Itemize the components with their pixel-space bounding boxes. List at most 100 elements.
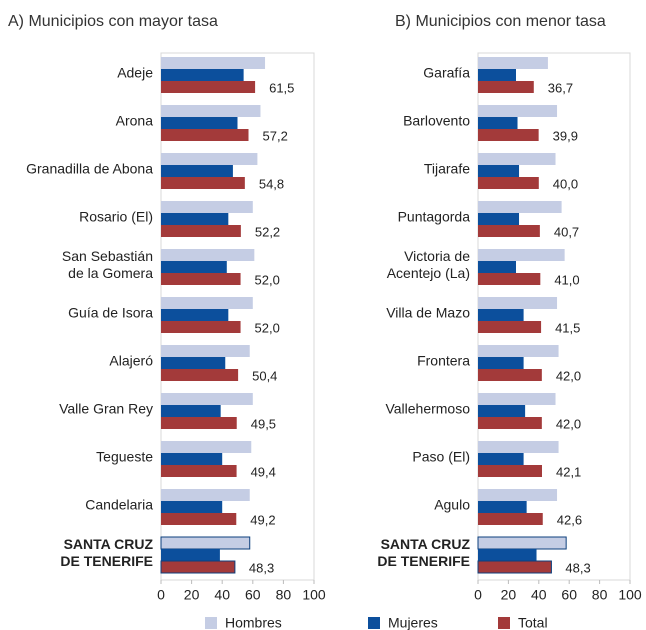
category-label: San Sebastián de la Gomera <box>61 248 153 281</box>
bar <box>478 261 516 273</box>
bar-group <box>161 249 255 261</box>
legend-swatch <box>368 617 380 629</box>
bar-group <box>477 560 552 574</box>
bar-group <box>161 405 221 417</box>
x-tick-label: 40 <box>214 587 230 603</box>
category-label: Adeje <box>117 64 153 81</box>
value-label: 49,5 <box>251 416 276 431</box>
category-label: Garafía <box>423 64 470 81</box>
bar <box>478 465 542 477</box>
bar <box>161 357 226 369</box>
bar-group <box>478 225 540 237</box>
bar <box>161 273 241 285</box>
category-label: Valle Gran Rey <box>59 400 153 417</box>
value-label: 40,0 <box>553 176 578 191</box>
x-tick-label: 20 <box>501 587 517 603</box>
bar <box>161 441 252 453</box>
bar-group <box>478 261 516 273</box>
value-label: 39,9 <box>553 128 578 143</box>
bar-group <box>478 57 548 69</box>
value-label: 49,4 <box>251 464 276 479</box>
value-label: 42,0 <box>556 368 581 383</box>
bar-group <box>161 153 258 165</box>
bar <box>161 213 229 225</box>
category-label: Agulo <box>434 496 470 513</box>
bar <box>161 117 238 129</box>
bar-group <box>161 165 233 177</box>
bar-group <box>161 417 237 429</box>
bar-group <box>478 441 559 453</box>
category-label: Arona <box>115 112 153 129</box>
x-tick-label: 0 <box>157 587 165 603</box>
bar <box>161 153 258 165</box>
bar-group <box>478 549 537 561</box>
bar <box>161 369 239 381</box>
bar <box>478 153 556 165</box>
bar-group <box>478 129 539 141</box>
bar <box>161 417 237 429</box>
bar-group <box>161 213 229 225</box>
bar <box>161 345 250 357</box>
value-label: 48,3 <box>565 560 590 575</box>
category-label: Victoria de Acentejo (La) <box>386 248 470 281</box>
bar-group <box>161 441 252 453</box>
bar <box>478 453 524 465</box>
bar <box>478 321 542 333</box>
bar-group <box>478 405 526 417</box>
bar <box>478 309 524 321</box>
bar <box>478 501 527 513</box>
bar <box>161 513 237 525</box>
bar-group <box>161 297 253 309</box>
bar-group <box>161 321 241 333</box>
bar <box>161 69 244 81</box>
bar-group <box>161 369 239 381</box>
bar <box>478 417 542 429</box>
bar-group <box>161 201 253 213</box>
x-tick-label: 60 <box>561 587 577 603</box>
bar <box>478 69 516 81</box>
bar <box>160 536 251 550</box>
bar-group <box>161 129 249 141</box>
bar <box>478 489 558 501</box>
x-tick-label: 20 <box>184 587 200 603</box>
bar-group <box>478 369 542 381</box>
x-tick-label: 80 <box>276 587 292 603</box>
chart-title: A) Municipios con mayor tasa <box>8 13 218 30</box>
x-tick-label: 0 <box>474 587 482 603</box>
value-label: 54,8 <box>259 176 284 191</box>
category-label: Tegueste <box>96 448 153 465</box>
bar <box>478 201 562 213</box>
x-tick-label: 80 <box>592 587 608 603</box>
bar-group <box>161 549 220 561</box>
value-label: 49,2 <box>250 512 275 527</box>
bar <box>161 201 253 213</box>
x-tick-label: 60 <box>245 587 261 603</box>
value-label: 36,7 <box>548 80 573 95</box>
bar <box>478 405 526 417</box>
bar-group <box>478 297 558 309</box>
value-label: 42,1 <box>556 464 581 479</box>
bar <box>161 405 221 417</box>
bar <box>161 465 237 477</box>
value-label: 42,6 <box>557 512 582 527</box>
bar-group <box>161 357 226 369</box>
bar-group <box>477 536 567 550</box>
bar <box>161 309 229 321</box>
bar <box>161 57 266 69</box>
bar <box>478 441 559 453</box>
bar-group <box>161 453 223 465</box>
bar-group <box>161 489 250 501</box>
bar-group <box>161 69 244 81</box>
bar-group <box>478 417 542 429</box>
bar-group <box>161 225 241 237</box>
bar-group <box>161 105 261 117</box>
bar <box>478 213 520 225</box>
bar-group <box>478 69 516 81</box>
bar-group <box>161 465 237 477</box>
bar <box>161 81 256 93</box>
x-tick-label: 100 <box>618 587 642 603</box>
bar <box>478 249 565 261</box>
bar-group <box>478 117 518 129</box>
category-label: SANTA CRUZ DE TENERIFE <box>377 536 470 569</box>
